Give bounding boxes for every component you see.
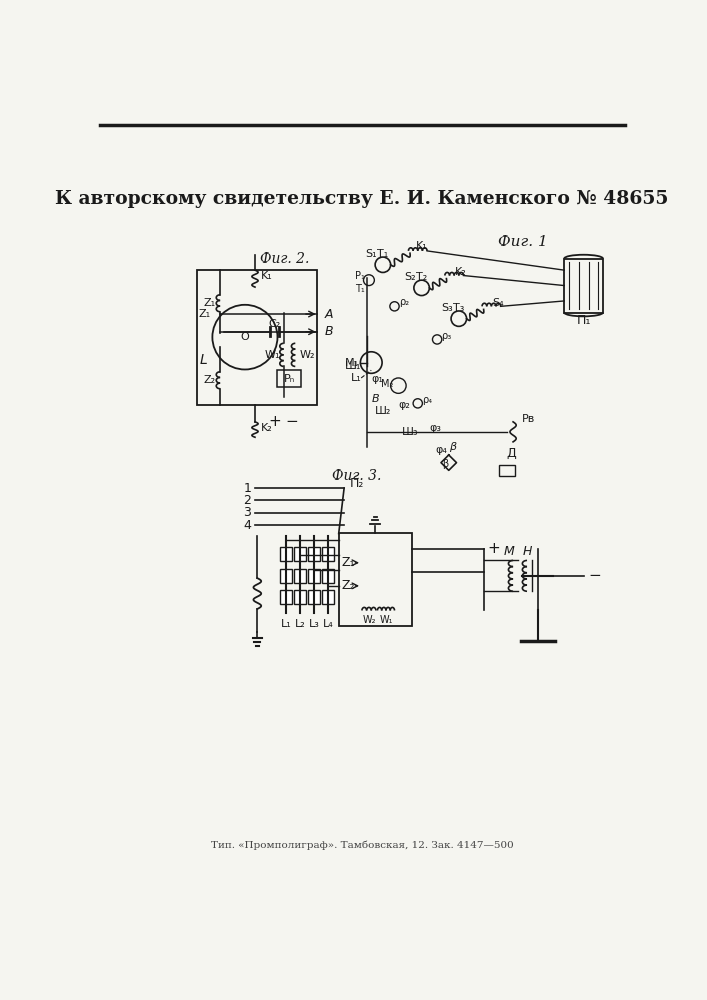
Text: П₁: П₁ (576, 314, 591, 327)
Text: 1: 1 (243, 482, 251, 495)
Text: H: H (522, 545, 532, 558)
Bar (280, 569, 292, 583)
Text: Ш₂: Ш₂ (375, 406, 391, 416)
Bar (308, 569, 320, 583)
Text: Z₁: Z₁ (203, 298, 216, 308)
Text: К авторскому свидетельству Е. И. Каменского № 48655: К авторскому свидетельству Е. И. Каменск… (55, 190, 669, 208)
Bar (280, 547, 292, 561)
Bar (277, 370, 300, 387)
Bar (322, 590, 334, 604)
Text: β: β (449, 442, 456, 452)
Text: L₁: L₁ (281, 619, 291, 629)
Text: K₂: K₂ (261, 423, 273, 433)
Text: T₁: T₁ (378, 249, 389, 259)
Text: Тип. «Промполиграф». Тамбовская, 12. Зак. 4147—500: Тип. «Промполиграф». Тамбовская, 12. Зак… (211, 841, 513, 850)
Text: M₁: M₁ (345, 358, 359, 368)
Bar (322, 547, 334, 561)
Bar (322, 569, 334, 583)
Text: P₁: P₁ (355, 271, 365, 281)
Text: K₂: K₂ (455, 267, 466, 277)
Text: Pₙ: Pₙ (284, 374, 296, 384)
Text: Z₁: Z₁ (199, 309, 211, 319)
Text: T₁: T₁ (355, 284, 365, 294)
Text: L: L (199, 353, 207, 367)
Text: Z₁: Z₁ (341, 556, 355, 569)
Text: β: β (442, 459, 448, 469)
Text: S₂: S₂ (404, 272, 416, 282)
Text: S₁: S₁ (366, 249, 377, 259)
Text: M₂: M₂ (380, 379, 393, 389)
Text: L₂: L₂ (295, 619, 305, 629)
Text: S₄: S₄ (492, 298, 503, 308)
Text: П₂: П₂ (349, 477, 363, 490)
Text: L₄: L₄ (322, 619, 333, 629)
Text: −: − (588, 568, 601, 583)
Text: C₂: C₂ (268, 319, 281, 329)
Text: B: B (371, 394, 379, 404)
Text: φ₂: φ₂ (399, 400, 411, 410)
Text: ρ₄: ρ₄ (422, 395, 432, 405)
Text: K₁: K₁ (261, 271, 273, 281)
Text: Z₂: Z₂ (203, 375, 216, 385)
Text: Фиг. 2.: Фиг. 2. (260, 252, 309, 266)
Text: 2: 2 (243, 494, 251, 507)
Text: Фиг. 1: Фиг. 1 (498, 235, 547, 249)
Bar (293, 569, 306, 583)
Bar (564, 259, 603, 312)
Text: ρ₂: ρ₂ (399, 297, 409, 307)
Text: T₃: T₃ (453, 303, 464, 313)
Text: Рв: Рв (522, 414, 535, 424)
Bar (197, 270, 317, 405)
Text: ρ₃: ρ₃ (441, 331, 452, 341)
Text: K₁: K₁ (416, 241, 428, 251)
Text: Z₂: Z₂ (341, 579, 355, 592)
Text: B: B (325, 325, 334, 338)
Bar (339, 533, 412, 626)
Text: S₃: S₃ (441, 303, 453, 313)
Text: O: O (240, 332, 250, 342)
Bar (499, 465, 515, 476)
Text: L₁: L₁ (351, 373, 361, 383)
Text: W₂: W₂ (362, 615, 375, 625)
Text: 3: 3 (243, 506, 251, 519)
Text: +: + (268, 414, 281, 429)
Text: Фиг. 3.: Фиг. 3. (332, 469, 381, 483)
Text: φ₁: φ₁ (371, 374, 383, 384)
Text: Ш₁: Ш₁ (345, 361, 361, 371)
Text: T₂: T₂ (416, 272, 427, 282)
Text: Ш₃: Ш₃ (402, 427, 419, 437)
Bar (308, 590, 320, 604)
Bar (308, 547, 320, 561)
Text: Д: Д (506, 447, 515, 460)
Text: W₂: W₂ (300, 350, 315, 360)
Bar (293, 590, 306, 604)
Text: +: + (488, 541, 501, 556)
Text: L₃: L₃ (308, 619, 320, 629)
Bar (280, 590, 292, 604)
Bar (293, 547, 306, 561)
Text: A: A (325, 308, 333, 321)
Text: −: − (285, 414, 298, 429)
Text: W₁: W₁ (379, 615, 392, 625)
Text: W₁: W₁ (265, 350, 281, 360)
Text: 4: 4 (243, 519, 251, 532)
Text: φ₃: φ₃ (430, 423, 442, 433)
Text: M: M (504, 545, 515, 558)
Text: φ₄: φ₄ (435, 445, 447, 455)
